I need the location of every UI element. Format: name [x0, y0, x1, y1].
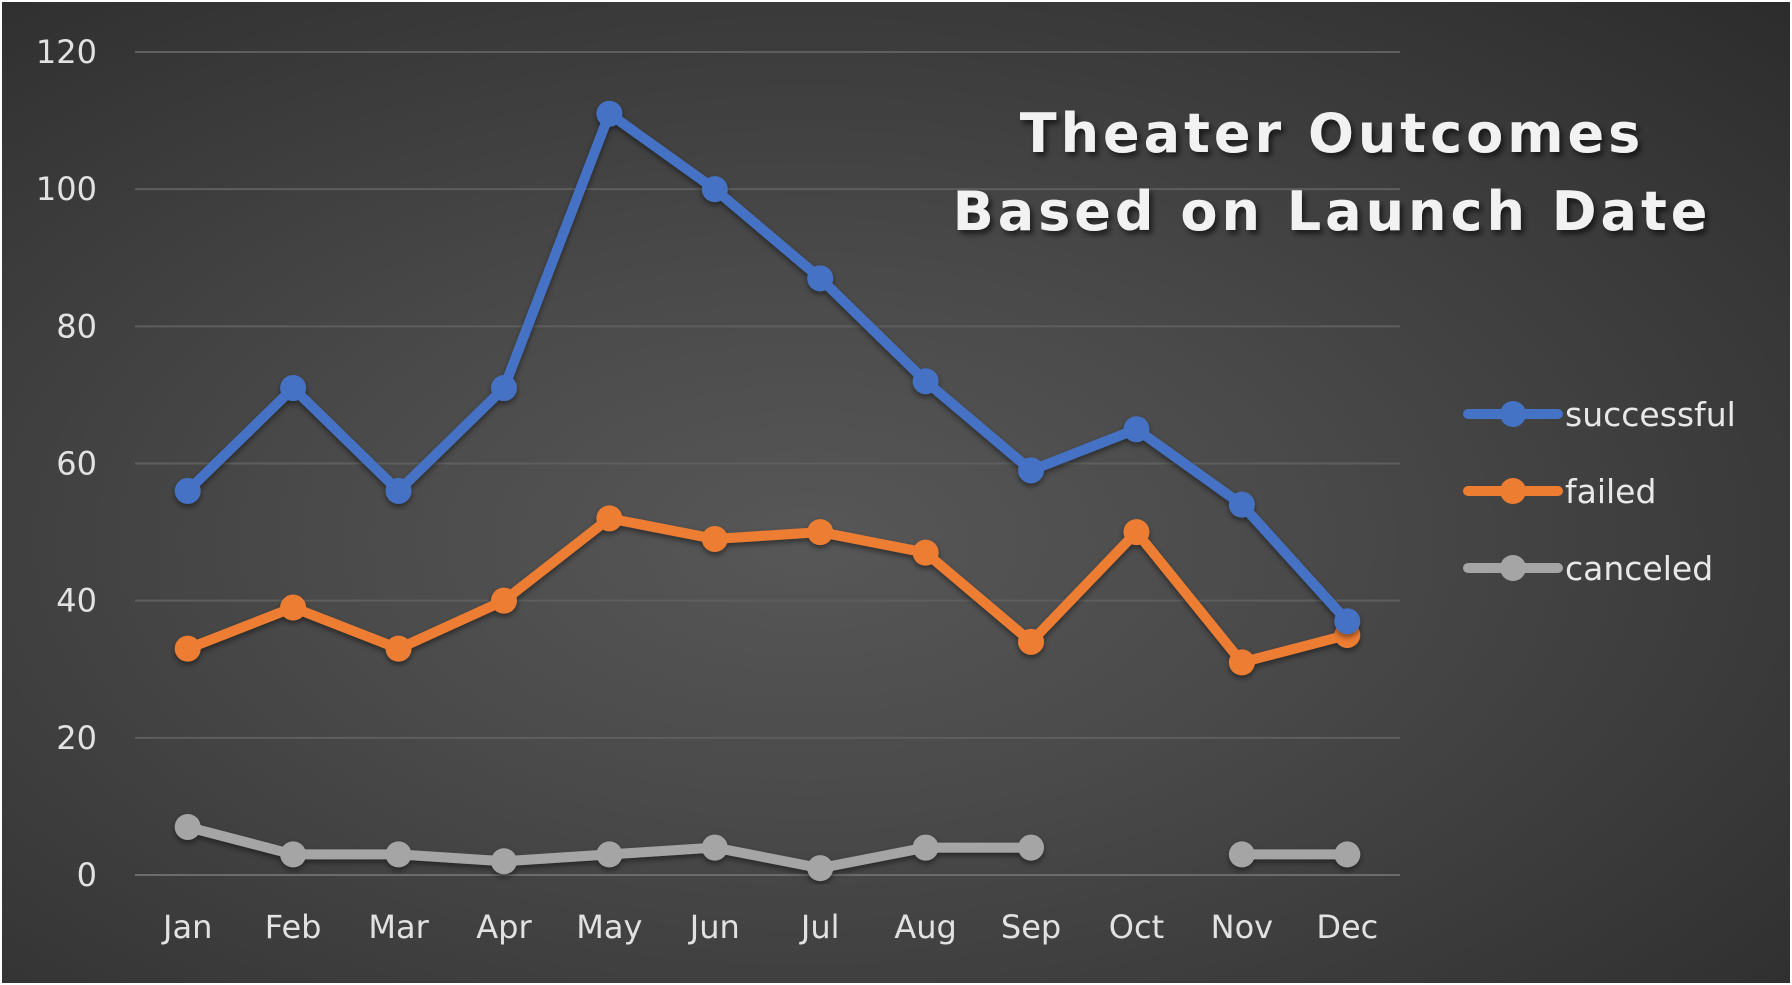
point-failed-oct — [1123, 519, 1150, 546]
legend-label-successful: successful — [1565, 395, 1736, 434]
point-successful-aug — [912, 368, 939, 395]
x-tick-label-oct: Oct — [1109, 908, 1164, 946]
x-tick-label-sep: Sep — [1001, 908, 1061, 946]
x-tick-label-feb: Feb — [265, 908, 322, 946]
point-successful-jun — [701, 176, 728, 203]
point-canceled-jun — [701, 834, 728, 861]
point-canceled-mar — [385, 841, 412, 868]
point-failed-aug — [912, 539, 939, 566]
y-tick-label-100: 100 — [36, 170, 97, 208]
legend-item-successful: successful — [1463, 395, 1736, 434]
point-failed-jun — [701, 525, 728, 552]
point-failed-apr — [490, 587, 517, 614]
point-successful-sep — [1018, 457, 1045, 484]
x-tick-label-jul: Jul — [799, 908, 840, 946]
y-tick-label-120: 120 — [36, 33, 97, 71]
x-tick-label-may: May — [576, 908, 642, 946]
point-failed-nov — [1228, 649, 1255, 676]
legend-swatch-marker-canceled — [1500, 555, 1526, 581]
y-axis-tick-labels: 0 20 40 60 80 100 120 — [36, 33, 97, 894]
legend-swatch-marker-successful — [1500, 401, 1526, 427]
series-line-successful — [182, 108, 1353, 627]
point-successful-may — [596, 100, 623, 127]
series-line-failed — [182, 513, 1353, 668]
x-axis-tick-labels: Jan Feb Mar Apr May Jun Jul Aug Sep Oct Nov Dec — [161, 908, 1378, 946]
point-canceled-dec — [1334, 841, 1361, 868]
chart-title-line-1: Theater Outcomes — [1020, 102, 1645, 165]
series-canceled — [174, 813, 1361, 882]
point-failed-jul — [807, 519, 834, 546]
legend-swatch-marker-failed — [1500, 478, 1526, 504]
point-successful-nov — [1228, 491, 1255, 518]
point-successful-jul — [807, 265, 834, 292]
point-canceled-jul — [807, 855, 834, 882]
legend: successful failed canceled — [1463, 395, 1736, 588]
legend-label-failed: failed — [1565, 472, 1656, 511]
series-group — [174, 100, 1361, 882]
point-canceled-may — [596, 841, 623, 868]
series-successful — [174, 100, 1361, 635]
chart-title-line-2: Based on Launch Date — [953, 180, 1712, 243]
point-successful-mar — [385, 477, 412, 504]
point-canceled-apr — [490, 848, 517, 875]
x-tick-label-jun: Jun — [688, 908, 740, 946]
chart-title: Theater Outcomes Based on Launch Date — [953, 102, 1712, 243]
gridlines — [135, 51, 1400, 876]
point-successful-oct — [1123, 416, 1150, 443]
point-successful-apr — [490, 375, 517, 402]
legend-label-canceled: canceled — [1565, 549, 1713, 588]
series-failed — [174, 505, 1361, 676]
legend-item-failed: failed — [1463, 472, 1656, 511]
point-canceled-nov — [1228, 841, 1255, 868]
point-canceled-aug — [912, 834, 939, 861]
x-tick-label-jan: Jan — [161, 908, 212, 946]
point-failed-mar — [385, 635, 412, 662]
point-canceled-sep — [1018, 834, 1045, 861]
legend-item-canceled: canceled — [1463, 549, 1713, 588]
point-failed-feb — [280, 594, 307, 621]
x-tick-label-nov: Nov — [1211, 908, 1273, 946]
point-canceled-feb — [280, 841, 307, 868]
point-failed-sep — [1018, 628, 1045, 655]
x-tick-label-mar: Mar — [368, 908, 429, 946]
x-tick-label-apr: Apr — [476, 908, 532, 946]
point-failed-may — [596, 505, 623, 532]
point-successful-dec — [1334, 608, 1361, 635]
y-tick-label-80: 80 — [56, 307, 97, 345]
point-successful-feb — [280, 375, 307, 402]
x-tick-label-aug: Aug — [894, 908, 956, 946]
y-tick-label-0: 0 — [77, 856, 97, 894]
point-failed-jan — [174, 635, 201, 662]
y-tick-label-60: 60 — [56, 445, 97, 483]
y-tick-label-40: 40 — [56, 582, 97, 620]
y-tick-label-20: 20 — [56, 719, 97, 757]
x-tick-label-dec: Dec — [1316, 908, 1378, 946]
point-successful-jan — [174, 477, 201, 504]
point-canceled-jan — [174, 813, 201, 840]
